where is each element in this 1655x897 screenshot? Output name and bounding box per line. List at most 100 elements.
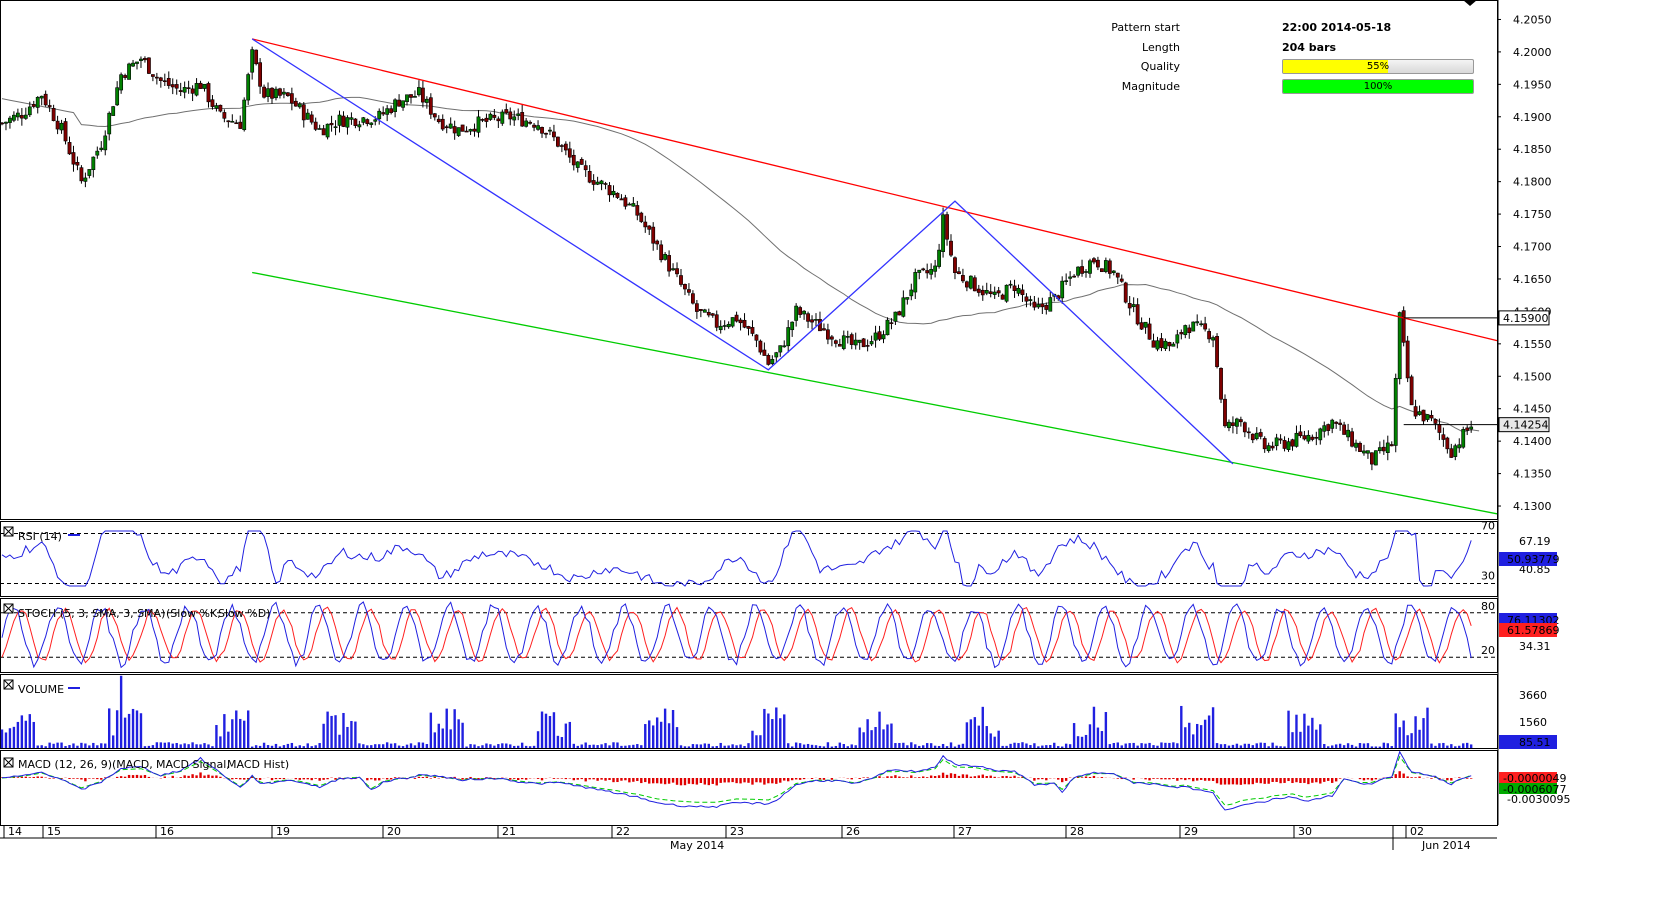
candle-down — [1123, 282, 1128, 303]
candle-down — [1107, 260, 1112, 274]
candle-up — [778, 345, 783, 353]
candle-down — [1127, 303, 1132, 309]
candle-down — [1433, 419, 1438, 424]
candle-up — [1397, 312, 1402, 380]
candle-down — [440, 118, 445, 130]
candle-down — [420, 87, 425, 103]
candle-up — [1318, 428, 1323, 441]
candle-down — [714, 314, 719, 328]
candle-up — [730, 317, 735, 327]
candle-up — [1354, 442, 1358, 448]
candle-down — [484, 117, 489, 122]
candle-down — [444, 126, 449, 129]
macd-current-signal: -0.0006077 — [1503, 783, 1566, 796]
candle-down — [1401, 310, 1406, 343]
candle-down — [754, 334, 759, 341]
candle-up — [103, 135, 108, 151]
candle-down — [1032, 301, 1037, 308]
candle-up — [1199, 323, 1204, 326]
volume-current-value: 85.51 — [1519, 736, 1551, 749]
candle-up — [1111, 270, 1116, 273]
candle-down — [1449, 448, 1454, 458]
candle-down — [758, 340, 763, 353]
x-tick-label: 27 — [958, 825, 972, 838]
candle-up — [1294, 432, 1299, 447]
candle-up — [516, 113, 521, 116]
candle-down — [1370, 452, 1374, 465]
candle-up — [1366, 450, 1370, 454]
candle-up — [297, 103, 302, 108]
price-tick-label: 4.1400 — [1513, 435, 1552, 448]
candle-up — [107, 112, 112, 135]
candle-up — [83, 177, 88, 182]
candle-down — [492, 114, 497, 118]
candle-up — [929, 269, 934, 275]
candle-down — [47, 105, 52, 108]
candle-down — [51, 108, 56, 121]
candle-up — [853, 339, 858, 346]
candle-up — [246, 74, 251, 101]
x-tick-label: 14 — [8, 825, 22, 838]
candle-up — [27, 106, 32, 116]
candle-down — [1270, 445, 1275, 449]
upper-trendline — [252, 38, 1498, 342]
candle-down — [750, 327, 755, 334]
candle-down — [218, 104, 223, 112]
candle-down — [1187, 327, 1192, 334]
x-tick-label: 30 — [1298, 825, 1312, 838]
candle-down — [1207, 331, 1212, 340]
candle-down — [675, 268, 679, 275]
candle-down — [877, 331, 882, 340]
candle-down — [1421, 409, 1426, 422]
candle-up — [857, 339, 862, 343]
candle-up — [881, 334, 886, 340]
candle-up — [349, 117, 354, 120]
candle-up — [1377, 447, 1382, 452]
candle-down — [460, 124, 465, 132]
candle-up — [282, 91, 286, 95]
candle-down — [1437, 424, 1442, 433]
candle-down — [567, 148, 572, 158]
macd-current-hist: -0.0000049 — [1503, 772, 1566, 785]
candle-up — [1274, 437, 1279, 447]
price-tag-label: 4.14254 — [1503, 419, 1549, 432]
candle-down — [190, 88, 195, 94]
moving-average-line — [1, 96, 1480, 433]
x-tick-label: 02 — [1410, 825, 1424, 838]
candle-down — [55, 120, 60, 130]
candle-down — [1262, 438, 1267, 450]
candle-up — [1469, 426, 1474, 430]
stoch-level-label-20: 20 — [1481, 644, 1495, 657]
candle-down — [976, 288, 981, 293]
candle-down — [945, 214, 949, 240]
candle-up — [1385, 442, 1390, 453]
candle-up — [194, 83, 199, 96]
candle-down — [353, 118, 358, 126]
candle-up — [718, 325, 723, 331]
candle-down — [583, 165, 588, 171]
candle-up — [1211, 337, 1215, 341]
candle-up — [424, 98, 429, 103]
candle-up — [182, 87, 187, 93]
candle-up — [869, 341, 874, 345]
candle-down — [806, 313, 810, 322]
candle-up — [393, 99, 398, 112]
candle-down — [687, 289, 691, 293]
candle-down — [980, 289, 985, 296]
candle-up — [1453, 445, 1458, 457]
panel-close-icon-x — [3, 526, 14, 537]
candle-up — [702, 309, 707, 313]
candle-up — [1362, 450, 1366, 454]
candle-up — [405, 94, 409, 102]
candle-up — [325, 123, 330, 138]
candle-up — [1235, 418, 1239, 427]
candle-down — [436, 118, 441, 123]
price-tick-label: 4.2050 — [1513, 13, 1552, 26]
candle-up — [814, 319, 818, 321]
quality-value: 55% — [1366, 61, 1390, 72]
candle-up — [242, 99, 247, 131]
pattern-start-label: Pattern start — [1111, 21, 1180, 34]
candle-down — [619, 198, 624, 201]
candle-down — [154, 76, 159, 79]
candle-down — [762, 349, 767, 356]
